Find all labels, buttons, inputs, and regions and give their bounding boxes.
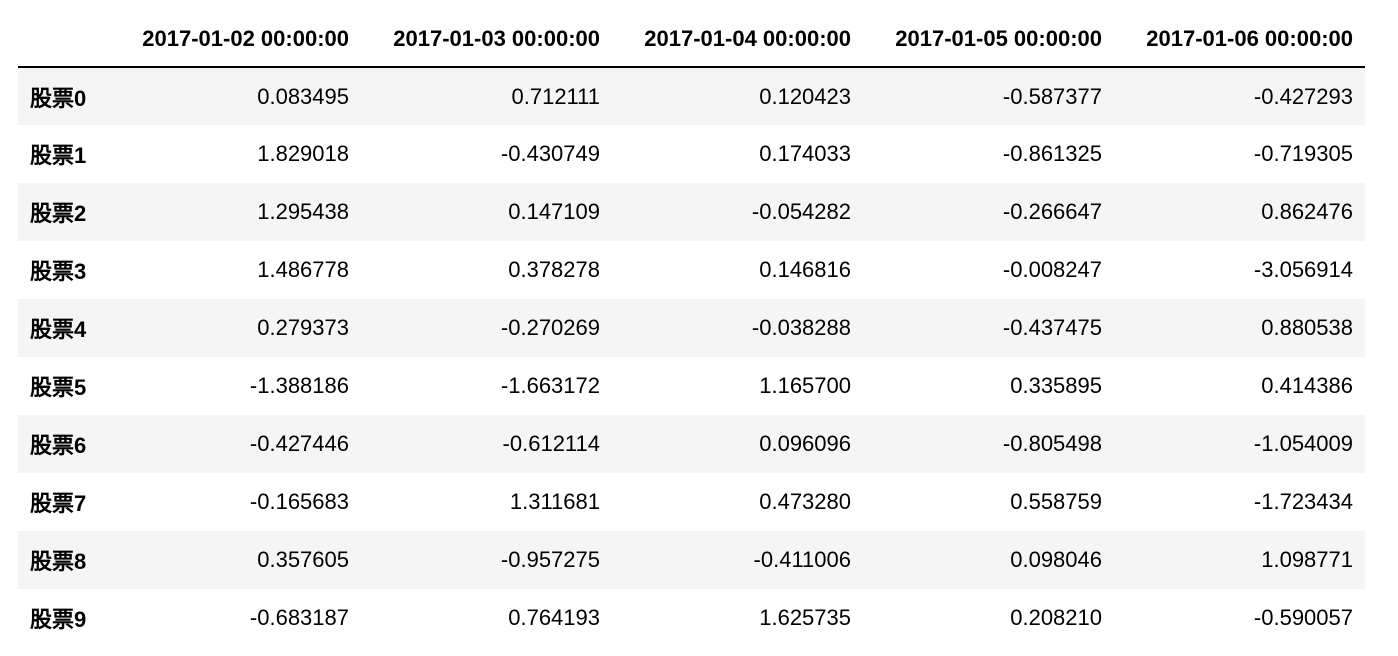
table-cell: 0.279373 (257, 315, 349, 340)
table-cell: -0.683187 (249, 605, 349, 630)
index-header-corner (18, 12, 110, 68)
table-cell: 0.096096 (759, 431, 851, 456)
column-header: 2017-01-06 00:00:00 (1114, 12, 1365, 68)
table-row: 股票5 -1.388186 -1.663172 1.165700 0.33589… (18, 357, 1365, 415)
table-cell: -0.270269 (500, 315, 600, 340)
column-header: 2017-01-04 00:00:00 (612, 12, 863, 68)
table-cell: -0.805498 (1002, 431, 1102, 456)
column-header: 2017-01-03 00:00:00 (361, 12, 612, 68)
row-index-label: 股票9 (30, 607, 87, 632)
table-row: 股票2 1.295438 0.147109 -0.054282 -0.26664… (18, 183, 1365, 241)
table-cell: -0.266647 (1002, 199, 1102, 224)
table-cell: 0.880538 (1261, 315, 1353, 340)
table-cell: 1.625735 (759, 605, 851, 630)
dataframe-table: 2017-01-02 00:00:00 2017-01-03 00:00:00 … (18, 12, 1365, 647)
table-cell: 1.295438 (257, 199, 349, 224)
table-cell: 1.311681 (509, 489, 600, 514)
table-cell: 0.335895 (1010, 373, 1102, 398)
table-row: 股票6 -0.427446 -0.612114 0.096096 -0.8054… (18, 415, 1365, 473)
row-index-label: 股票4 (30, 317, 87, 342)
table-cell: 0.098046 (1010, 547, 1102, 572)
table-cell: 0.712111 (511, 83, 601, 109)
table-cell: -0.165683 (249, 489, 349, 514)
table-row: 股票4 0.279373 -0.270269 -0.038288 -0.4374… (18, 299, 1365, 357)
row-index-label: 股票7 (30, 491, 87, 516)
table-cell: 0.764193 (508, 605, 600, 630)
table-cell: 0.862476 (1261, 199, 1353, 224)
table-cell: -1.723434 (1253, 489, 1353, 514)
table-cell: -0.008247 (1002, 257, 1102, 282)
table-cell: -0.427446 (249, 431, 349, 456)
table-cell: -0.437475 (1002, 315, 1102, 340)
table-cell: 1.486778 (257, 257, 349, 282)
table-row: 股票9 -0.683187 0.764193 1.625735 0.208210… (18, 589, 1365, 647)
column-header: 2017-01-05 00:00:00 (863, 12, 1114, 68)
table-cell: -0.054282 (751, 199, 851, 224)
table-cell: -0.957275 (500, 547, 600, 572)
table-header: 2017-01-02 00:00:00 2017-01-03 00:00:00 … (18, 12, 1365, 68)
table-cell: 0.083495 (257, 83, 349, 109)
table-row: 股票3 1.486778 0.378278 0.146816 -0.008247… (18, 241, 1365, 299)
table-cell: 0.558759 (1010, 489, 1102, 514)
table-cell: -0.411006 (753, 547, 851, 572)
table-cell: 0.414386 (1261, 373, 1353, 398)
table-cell: -0.430749 (500, 141, 600, 166)
table-cell: 1.165700 (759, 373, 851, 398)
table-cell: -3.056914 (1253, 257, 1353, 282)
table-row: 股票8 0.357605 -0.957275 -0.411006 0.09804… (18, 531, 1365, 589)
table-cell: -0.612114 (502, 431, 600, 456)
row-index-label: 股票0 (30, 85, 87, 111)
row-index-label: 股票3 (30, 259, 87, 284)
table-cell: -0.719305 (1253, 141, 1353, 166)
row-index-label: 股票1 (30, 143, 87, 168)
table-cell: 0.120423 (759, 83, 851, 109)
table-body: 股票0 0.083495 0.712111 0.120423 -0.587377… (18, 67, 1365, 647)
row-index-label: 股票5 (30, 375, 87, 400)
table-cell: -0.861325 (1002, 141, 1102, 166)
table-cell: -1.388186 (249, 373, 349, 398)
row-index-label: 股票8 (30, 549, 87, 574)
header-row: 2017-01-02 00:00:00 2017-01-03 00:00:00 … (18, 12, 1365, 68)
table-cell: 0.174033 (759, 141, 851, 166)
table-row: 股票7 -0.165683 1.311681 0.473280 0.558759… (18, 473, 1365, 531)
table-cell: 0.208210 (1010, 605, 1102, 630)
table-cell: 0.473280 (759, 489, 851, 514)
table-cell: -0.038288 (751, 315, 851, 340)
table-row: 股票1 1.829018 -0.430749 0.174033 -0.86132… (18, 125, 1365, 183)
table-cell: -1.663172 (500, 373, 600, 398)
row-index-label: 股票2 (30, 201, 87, 226)
table-cell: 0.378278 (508, 257, 600, 282)
column-header: 2017-01-02 00:00:00 (110, 12, 361, 68)
table-cell: -0.590057 (1253, 605, 1353, 630)
table-cell: 0.147109 (508, 199, 600, 224)
table-cell: -1.054009 (1253, 431, 1353, 456)
dataframe-output: 2017-01-02 00:00:00 2017-01-03 00:00:00 … (18, 12, 1365, 647)
table-cell: 1.829018 (257, 141, 349, 166)
table-cell: -0.587377 (1002, 83, 1102, 109)
table-cell: -0.427293 (1253, 83, 1353, 109)
row-index-label: 股票6 (30, 433, 87, 458)
table-cell: 1.098771 (1261, 547, 1353, 572)
table-row: 股票0 0.083495 0.712111 0.120423 -0.587377… (18, 67, 1365, 125)
table-cell: 0.146816 (759, 257, 851, 282)
table-cell: 0.357605 (257, 547, 349, 572)
